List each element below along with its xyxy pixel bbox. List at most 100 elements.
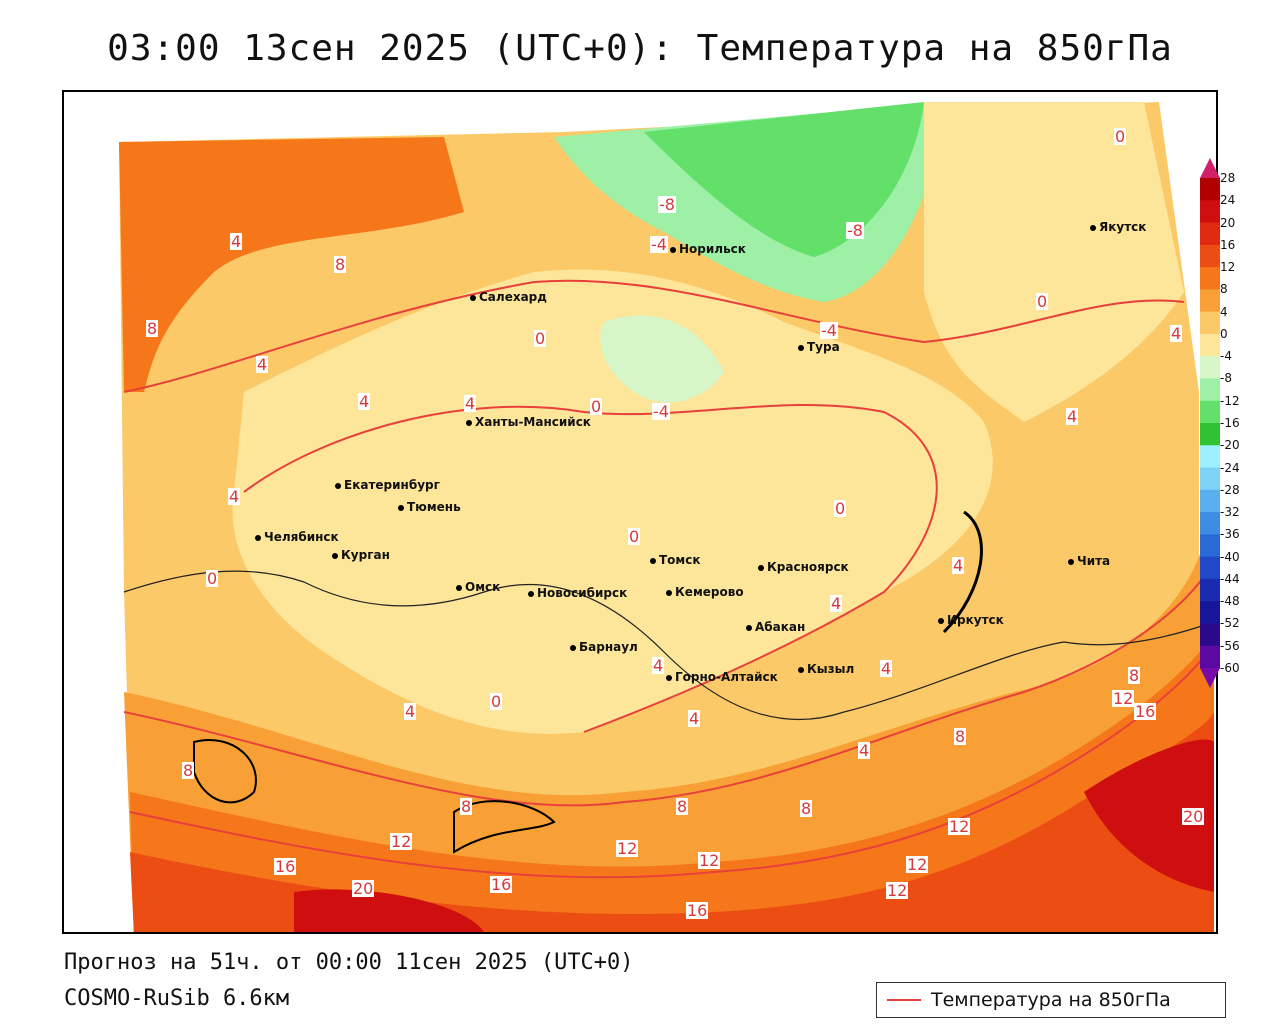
colorbar-tick-label: -52 <box>1220 616 1240 631</box>
contour-label: 12 <box>616 839 639 858</box>
city-label: Курган <box>332 548 390 562</box>
contour-label: 12 <box>886 881 909 900</box>
city-label: Абакан <box>746 620 805 634</box>
colorbar-bin <box>1200 623 1220 647</box>
colorbar-tick-label: -20 <box>1220 438 1240 453</box>
city-label: Тура <box>798 340 840 354</box>
contour-label: 20 <box>1182 807 1205 826</box>
city-dot-icon <box>570 644 576 651</box>
contour-label: 4 <box>404 702 417 721</box>
colorbar-bin <box>1200 512 1220 535</box>
colorbar-bin <box>1200 244 1220 268</box>
colorbar-tick-label: -4 <box>1220 349 1232 364</box>
colorbar-bin <box>1200 534 1220 558</box>
contour-label: 0 <box>628 527 641 546</box>
colorbar-tick-label: -12 <box>1220 393 1240 408</box>
contour-label: -4 <box>650 235 668 254</box>
city-dot-icon <box>798 666 804 673</box>
city-dot-icon <box>670 246 676 253</box>
city-label: Барнаул <box>570 640 638 654</box>
contour-label: 4 <box>688 709 701 728</box>
map-title: 03:00 13сен 2025 (UTC+0): Температура на… <box>107 28 1173 69</box>
contour-label: 4 <box>230 232 243 251</box>
city-dot-icon <box>746 624 752 631</box>
colorbar-bottom-arrow <box>1200 668 1220 688</box>
colorbar-tick-label: -16 <box>1220 416 1240 430</box>
legend-line-icon <box>887 999 921 1001</box>
legend-label: Температура на 850гПа <box>931 989 1171 1011</box>
colorbar-tick-label: -56 <box>1220 638 1240 653</box>
city-label: Екатеринбург <box>335 478 440 492</box>
colorbar-tick-label: 8 <box>1220 282 1228 297</box>
colorbar-bin <box>1200 400 1220 424</box>
colorbar-tick-label: 28 <box>1220 171 1236 185</box>
legend: Температура на 850гПа <box>876 982 1226 1018</box>
colorbar-bin <box>1200 267 1220 290</box>
contour-label: 8 <box>460 797 473 816</box>
city-label: Кызыл <box>798 662 854 676</box>
contour-label: 4 <box>652 656 665 675</box>
contour-label: 4 <box>952 556 965 575</box>
city-label: Красноярск <box>758 560 849 574</box>
contour-label: 8 <box>146 319 159 338</box>
city-label: Салехард <box>470 290 547 304</box>
temperature-field <box>119 102 1215 932</box>
contour-label: 0 <box>206 569 219 588</box>
contour-label: 8 <box>954 727 967 746</box>
city-dot-icon <box>666 674 672 681</box>
city-dot-icon <box>758 564 764 571</box>
contour-label: -4 <box>820 321 838 340</box>
contour-label: 12 <box>906 855 929 874</box>
colorbar-bin <box>1200 356 1220 379</box>
city-dot-icon <box>938 617 944 624</box>
colorbar-tick-label: 20 <box>1220 215 1236 230</box>
colorbar-bin <box>1200 578 1220 602</box>
city-label: Норильск <box>670 242 746 256</box>
map-area <box>62 90 1218 934</box>
city-dot-icon <box>466 419 472 426</box>
city-dot-icon <box>798 344 804 351</box>
city-dot-icon <box>255 534 261 541</box>
contour-label: 0 <box>1114 127 1127 146</box>
city-label: Омск <box>456 580 500 594</box>
colorbar-bin <box>1200 200 1220 224</box>
colorbar-tick-label: 0 <box>1220 326 1228 341</box>
colorbar-tick-label: -40 <box>1220 549 1240 564</box>
contour-label: 4 <box>1170 324 1183 343</box>
colorbar-top-arrow <box>1200 158 1220 178</box>
city-dot-icon <box>398 504 404 511</box>
colorbar-bin <box>1200 222 1220 246</box>
contour-label: 0 <box>1036 292 1049 311</box>
contour-label: 4 <box>1066 407 1079 426</box>
contour-label: 0 <box>590 397 603 416</box>
colorbar-tick-label: -24 <box>1220 460 1240 475</box>
city-label: Ханты-Мансийск <box>466 415 591 429</box>
forecast-info: Прогноз на 51ч. от 00:00 11сен 2025 (UTC… <box>64 950 634 975</box>
contour-label: 20 <box>352 879 375 898</box>
colorbar-bin <box>1200 467 1220 491</box>
colorbar-tick-label: 12 <box>1220 260 1236 275</box>
colorbar-bin <box>1200 178 1220 201</box>
colorbar-tick-label: 4 <box>1220 304 1228 319</box>
contour-label: 8 <box>334 255 347 274</box>
city-dot-icon <box>335 482 341 489</box>
city-label: Новосибирск <box>528 586 627 600</box>
colorbar-bin <box>1200 311 1220 335</box>
colorbar-tick-label: -44 <box>1220 571 1240 586</box>
contour-label: 4 <box>464 394 477 413</box>
city-dot-icon <box>456 584 462 591</box>
city-dot-icon <box>1068 558 1074 565</box>
city-label: Челябинск <box>255 530 339 544</box>
contour-label: 8 <box>182 761 195 780</box>
city-dot-icon <box>650 557 656 564</box>
contour-label: 4 <box>830 594 843 613</box>
city-label: Горно-Алтайск <box>666 670 778 684</box>
city-dot-icon <box>332 552 338 559</box>
colorbar-tick-label: -60 <box>1220 661 1240 675</box>
contour-label: 16 <box>490 875 513 894</box>
colorbar-bin <box>1200 289 1220 313</box>
colorbar-tick-label: 16 <box>1220 237 1236 252</box>
colorbar <box>1200 158 1220 688</box>
contour-label: 4 <box>880 659 893 678</box>
contour-label: 16 <box>686 901 709 920</box>
